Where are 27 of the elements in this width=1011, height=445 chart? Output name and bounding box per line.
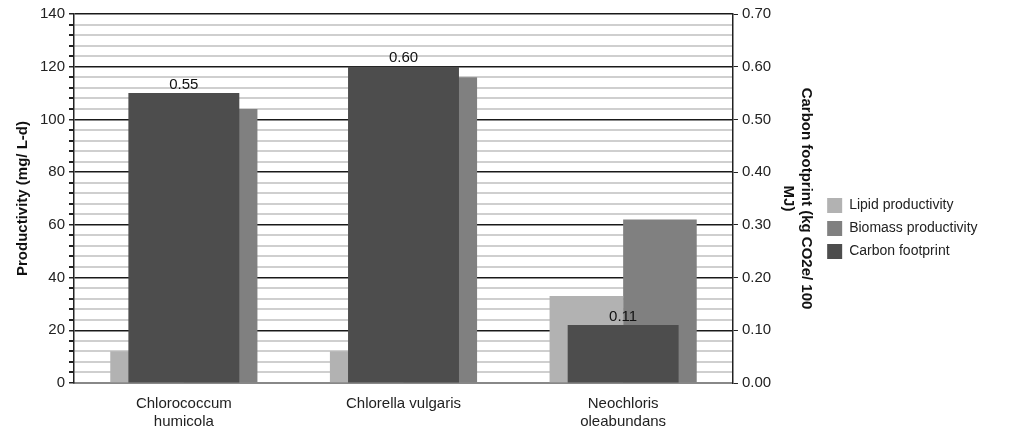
y2-tick-label: 0.40 — [741, 162, 772, 180]
y-tick-label: 100 — [40, 109, 66, 127]
y2-tick-label: 0.00 — [741, 373, 772, 391]
y-axis-title: Productivity (mg/ L-d) — [13, 121, 31, 276]
data-label: 0.11 — [609, 306, 638, 324]
y2-tick-label: 0.30 — [741, 215, 772, 232]
x-tick-label: Chlorococcum humicola — [135, 394, 232, 430]
y2-tick-label: 0.10 — [741, 320, 772, 338]
y2-tick-label: 0.50 — [741, 109, 772, 127]
x-tick-label: Chlorella vulgaris — [345, 394, 462, 412]
y2-tick-label: 0.70 — [741, 4, 772, 22]
y-tick-label: 120 — [40, 56, 66, 74]
y2-axis-title: Carbon footprint (kg CO2e/ 100 MJ) — [781, 87, 817, 310]
y-tick-label: 0 — [56, 373, 66, 391]
x-tick-label: Neochloris oleabundans — [580, 394, 667, 430]
y2-tick-label: 0.20 — [741, 267, 772, 285]
data-label: 0.60 — [388, 48, 419, 66]
y-tick-label: 140 — [40, 4, 66, 22]
y-tick-label: 20 — [48, 320, 66, 338]
y-tick-label: 40 — [48, 267, 66, 285]
legend-label: Carbon footprint — [849, 242, 950, 259]
y-tick-label: 60 — [48, 215, 66, 232]
y2-tick-label: 0.60 — [741, 56, 772, 74]
data-label: 0.55 — [169, 74, 199, 92]
legend-label: Lipid productivity — [849, 196, 954, 213]
y-tick-label: 80 — [48, 162, 66, 180]
legend-label: Biomass productivity — [849, 219, 978, 236]
